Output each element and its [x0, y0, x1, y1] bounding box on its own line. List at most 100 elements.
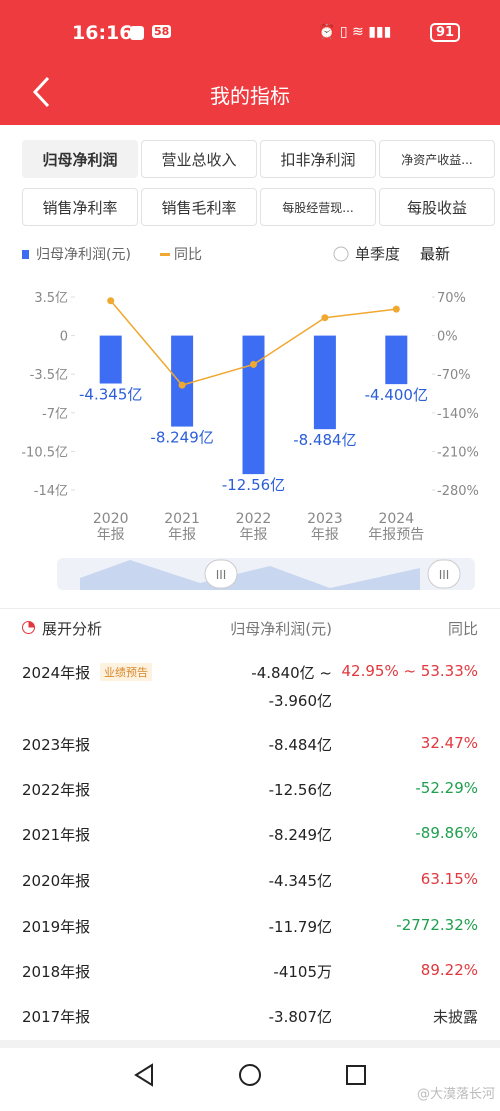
tab[interactable]: 销售毛利率 — [141, 188, 257, 226]
value: -8.484亿 — [268, 736, 332, 754]
value: -4.840亿 ~ — [251, 664, 332, 682]
data-label: -4.345亿 — [79, 386, 142, 404]
line-point — [250, 360, 257, 368]
tab[interactable]: 营业总收入 — [141, 140, 257, 178]
value: -3.807亿 — [268, 1008, 332, 1026]
tab[interactable]: 扣非净利润 — [260, 140, 376, 178]
scroller-area — [80, 560, 420, 590]
y2-tick-label: -280% — [437, 484, 479, 499]
tag: 业绩预告 — [100, 663, 152, 681]
period: 2019年报 — [22, 918, 91, 936]
tab[interactable]: 归母净利润 — [22, 140, 138, 178]
watermark: @大漠落长河 — [417, 1087, 495, 1102]
scroller-handle[interactable] — [204, 559, 238, 589]
x-tick-label: 2021 年报 — [164, 511, 200, 543]
radio[interactable] — [333, 246, 349, 262]
value: -8.249亿 — [268, 826, 332, 844]
table-row: 2024年报 业绩预告 -4.840亿 ~ -3.960亿 42.95% ~ 53.33… — [0, 662, 500, 718]
data-label: -8.249亿 — [150, 429, 213, 447]
yoy: 89.22% — [420, 961, 478, 979]
line-point — [107, 297, 115, 305]
legend-label: 同比 — [174, 247, 202, 263]
period: 2020年报 — [22, 872, 91, 890]
yoy: 32.47% — [420, 734, 478, 752]
period: 2021年报 — [22, 826, 91, 844]
bar — [385, 335, 408, 385]
line-point — [321, 314, 329, 322]
y2-tick-label: -70% — [437, 368, 471, 383]
notif-icon — [130, 26, 144, 40]
data-label: -12.56亿 — [222, 476, 285, 494]
tab[interactable]: 销售净利率 — [22, 188, 138, 226]
value: -4.345亿 — [268, 872, 332, 890]
y2-tick-label: -140% — [437, 407, 479, 422]
table-row: 2019年报 -11.79亿 -2772.32% — [0, 916, 500, 944]
legend-swatch — [160, 253, 170, 256]
x-tick-label: 2023 年报 — [307, 511, 343, 543]
status-icons: ⏰ ▯ ≋ ▮▮▮ — [318, 24, 392, 40]
handle-grip: III — [216, 568, 227, 582]
table-row: 2018年报 -4105万 89.22% — [0, 961, 500, 989]
yoy: 42.95% ~ 53.33% — [341, 662, 479, 680]
app-bar: 16:16 58 ⏰ ▯ ≋ ▮▮▮ 91 我的指标 — [0, 0, 500, 125]
bar — [242, 335, 265, 475]
table-row: 2020年报 -4.345亿 63.15% — [0, 870, 500, 898]
bar — [171, 335, 194, 427]
battery: 91 — [430, 23, 461, 42]
header-cell: 同比 — [447, 620, 478, 638]
yoy: -52.29% — [415, 779, 478, 797]
option-quarter[interactable]: 单季度 — [355, 245, 400, 263]
value: -11.79亿 — [268, 918, 332, 936]
y-tick-label: -3.5亿 — [30, 368, 68, 383]
y2-tick-label: 0% — [437, 330, 458, 345]
legend-label: 归母净利润(元) — [36, 246, 131, 263]
value: -12.56亿 — [268, 781, 332, 799]
period: 2018年报 — [22, 963, 91, 981]
handle-grip: III — [439, 568, 450, 582]
bar — [99, 335, 122, 384]
y-tick-label: -7亿 — [42, 407, 68, 422]
period: 2023年报 — [22, 736, 91, 754]
table-header: 展开分析 归母净利润(元) 同比 — [0, 618, 500, 640]
data-label: -8.484亿 — [293, 431, 356, 449]
option-latest[interactable]: 最新 — [420, 245, 450, 263]
bar — [313, 335, 336, 430]
y2-tick-label: 70% — [437, 291, 466, 306]
y-tick-label: -14亿 — [34, 484, 68, 499]
nav-bar: @大漠落长河 — [134, 1063, 495, 1102]
line-point — [178, 381, 186, 389]
value: -4105万 — [273, 963, 332, 981]
yoy: -2772.32% — [396, 916, 478, 934]
period: 2017年报 — [22, 1008, 91, 1026]
back-button[interactable] — [30, 76, 54, 108]
divider — [0, 1040, 500, 1048]
table-row: 2021年报 -8.249亿 -89.86% — [0, 824, 500, 852]
x-tick-label: 2020 年报 — [93, 511, 129, 543]
legend-swatch — [22, 250, 29, 259]
period: 2022年报 — [22, 781, 91, 799]
header-cell[interactable]: 展开分析 — [42, 620, 103, 638]
line-point — [392, 305, 400, 313]
nav-back[interactable] — [134, 1063, 153, 1087]
header-cell: 归母净利润(元) — [230, 620, 332, 638]
nav-recent[interactable] — [346, 1065, 366, 1085]
x-tick-label: 2024 年报预告 — [368, 511, 424, 543]
pie-icon — [22, 621, 35, 634]
scroller-handle[interactable] — [427, 559, 461, 589]
tab[interactable]: 每股收益 — [379, 188, 495, 226]
y-tick-label: 0 — [60, 330, 68, 345]
data-label: -4.400亿 — [365, 386, 428, 404]
value: -3.960亿 — [268, 692, 332, 710]
table-row: 2022年报 -12.56亿 -52.29% — [0, 779, 500, 807]
tab[interactable]: 每股经营现... — [260, 188, 376, 226]
tab[interactable]: 净资产收益... — [379, 140, 495, 178]
y2-tick-label: -210% — [437, 445, 479, 460]
chart: 单季度 最新 III III 3.5亿 0 -3.5亿 -7亿 -10.5亿 -14亿 70… — [21, 245, 479, 590]
y-tick-label: -10.5亿 — [21, 445, 68, 460]
x-tick-label: 2022 年报 — [236, 511, 272, 543]
nav-home[interactable] — [239, 1064, 261, 1086]
page-title: 我的指标 — [210, 84, 290, 108]
y-tick-label: 3.5亿 — [34, 291, 68, 306]
yoy: -89.86% — [415, 824, 478, 842]
